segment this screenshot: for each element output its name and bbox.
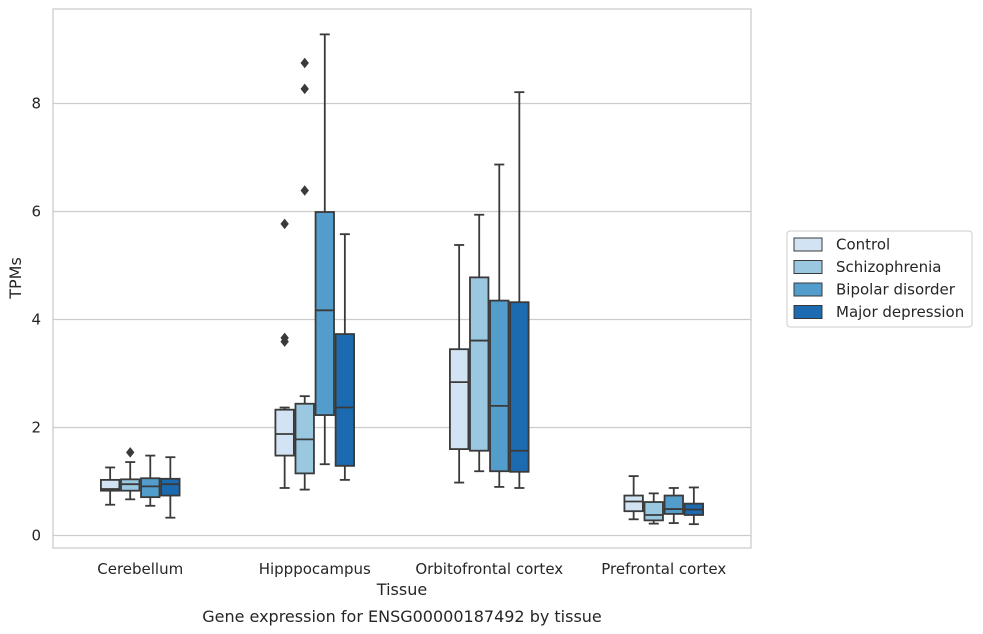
legend-label: Bipolar disorder [836, 281, 956, 299]
box-bipolar-disorder [489, 163, 510, 488]
box-iqr [314, 211, 335, 416]
y-tick-labels: 0 2 4 6 8 [31, 95, 41, 545]
x-tick-label: Prefrontal cortex [601, 560, 726, 578]
x-axis-label: Tissue [376, 580, 427, 599]
legend: Control Schizophrenia Bipolar disorder Majo… [786, 230, 973, 328]
box-schizophrenia [643, 492, 664, 525]
legend-frame [786, 230, 973, 328]
box-control [274, 218, 295, 489]
box-control [100, 466, 121, 506]
x-tick-labels: Cerebellum Hipppocampus Orbitofrontal cort… [97, 560, 726, 578]
box-major-depression [683, 486, 704, 526]
outlier-point [280, 336, 289, 347]
plot-frame [52, 8, 752, 549]
box-iqr [469, 276, 490, 452]
box-iqr [643, 501, 664, 522]
x-tick-label: Hipppocampus [259, 560, 371, 578]
y-tick-label: 0 [31, 527, 41, 545]
legend-items: Control Schizophrenia Bipolar disorder Majo… [793, 236, 964, 321]
box-iqr [489, 299, 510, 473]
x-tick-label: Orbitofrontal cortex [415, 560, 563, 578]
box-control [449, 244, 470, 484]
legend-swatch [793, 305, 823, 319]
box-major-depression [334, 233, 355, 481]
legend-label: Control [836, 236, 890, 254]
box-iqr [100, 478, 121, 492]
y-tick-label: 4 [31, 311, 41, 329]
box-iqr [334, 333, 355, 467]
outlier-point [300, 83, 309, 95]
box-bipolar-disorder [140, 454, 161, 507]
outlier-point [300, 185, 309, 196]
boxes [100, 33, 704, 526]
outlier-point [280, 218, 289, 230]
y-tick-label: 6 [31, 203, 41, 221]
y-tick-label: 2 [31, 419, 41, 437]
box-bipolar-disorder [314, 33, 335, 466]
box-iqr [509, 301, 530, 473]
legend-swatch [793, 260, 823, 274]
box-schizophrenia [120, 447, 141, 501]
box-major-depression [509, 91, 530, 489]
box-schizophrenia [294, 57, 315, 491]
y-axis-label: TPMs [6, 257, 25, 300]
box-iqr [274, 408, 295, 457]
box-schizophrenia [469, 213, 490, 473]
y-tick-label: 8 [31, 95, 41, 113]
outlier-point [126, 447, 135, 458]
box-major-depression [160, 456, 181, 519]
box-iqr [160, 477, 181, 497]
outlier-point [300, 57, 309, 69]
x-tick-label: Cerebellum [97, 560, 183, 578]
figure-caption: Gene expression for ENSG00000187492 by t… [202, 607, 602, 626]
legend-label: Major depression [836, 303, 964, 321]
box-control [623, 475, 644, 521]
gridlines [53, 102, 751, 537]
box-iqr [140, 477, 161, 499]
box-iqr [449, 348, 470, 451]
legend-label: Schizophrenia [836, 258, 941, 276]
box-bipolar-disorder [663, 487, 684, 524]
legend-swatch [793, 282, 823, 297]
legend-swatch [793, 237, 823, 252]
box-iqr [623, 494, 644, 513]
box-iqr [663, 494, 684, 515]
